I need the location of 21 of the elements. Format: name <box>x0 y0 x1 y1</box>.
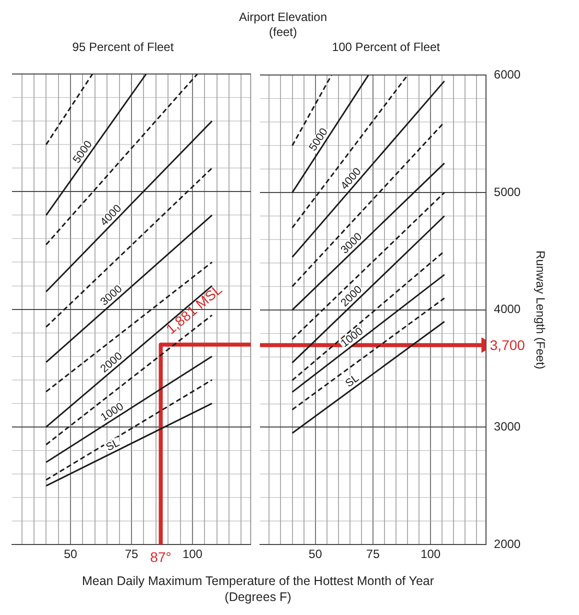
y-tick-label: 4000 <box>494 302 521 316</box>
y-tick-label: 6000 <box>494 68 521 82</box>
x-tick-label: 50 <box>64 547 78 562</box>
y-axis-title: Runway Length (Feet) <box>533 250 548 370</box>
text: 1000 <box>98 400 126 424</box>
x-tick-label: 100 <box>182 547 203 562</box>
text: SL <box>104 437 122 454</box>
y-tick-label: 5000 <box>494 184 521 199</box>
x-tick-label: 75 <box>366 547 380 562</box>
chart-subtitle: 100 Percent of Fleet <box>330 40 442 54</box>
chart-subtitle: 95 Percent of Fleet <box>71 40 175 54</box>
annotation: 87° <box>150 548 172 565</box>
x-tick-label: 100 <box>420 547 441 562</box>
annotation: 3,700 <box>490 337 525 354</box>
y-tick-label: 2000 <box>494 536 521 551</box>
x-tick-label: 75 <box>124 547 138 562</box>
x-axis-title: Mean Daily Maximum Temperature of the Hottest Month of Year (Degrees F) <box>80 573 436 605</box>
x-tick-label: 50 <box>308 547 322 562</box>
chart-title: Airport Elevation (feet) <box>238 10 328 40</box>
text: SL <box>343 372 362 390</box>
y-tick-label: 3000 <box>494 420 521 434</box>
